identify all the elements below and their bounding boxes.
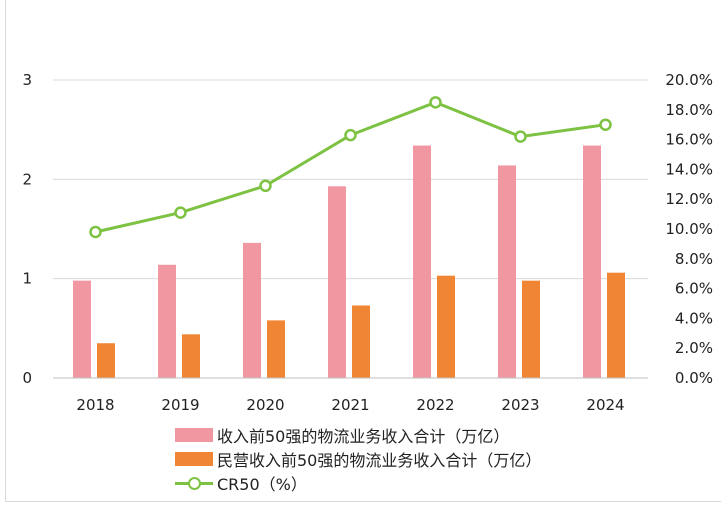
bar-private50 <box>437 275 455 378</box>
y-tick-label: 3 <box>22 71 32 89</box>
x-tick-label: 2019 <box>161 396 199 414</box>
x-tick-label: 2022 <box>416 396 454 414</box>
bar-private50 <box>182 334 200 378</box>
x-tick-label: 2023 <box>501 396 539 414</box>
left-y-axis: 0 1 2 3 <box>22 71 32 387</box>
bar-private50 <box>352 305 370 378</box>
cr50-point <box>429 96 442 109</box>
y2-tick-label: 0.0% <box>675 369 713 387</box>
chart-frame <box>5 0 721 502</box>
right-y-axis: 0.0% 2.0% 4.0% 6.0% 8.0% 10.0% 12.0% 14.0% 16.0%… <box>665 71 713 387</box>
bar-top50 <box>413 145 431 378</box>
x-tick-label: 2018 <box>76 396 114 414</box>
y2-tick-label: 10.0% <box>665 220 713 238</box>
bar-top50 <box>328 186 346 378</box>
cr50-point <box>259 179 272 193</box>
bar-top50 <box>158 264 176 378</box>
y-tick-label: 2 <box>22 170 32 188</box>
legend-swatch-top50 <box>175 428 213 442</box>
legend-label-cr50: CR50（%） <box>217 475 307 494</box>
legend-item-cr50: CR50（%） <box>175 471 541 495</box>
bar-top50 <box>73 280 91 378</box>
bar-private50 <box>522 280 540 378</box>
y2-tick-label: 20.0% <box>665 71 713 89</box>
legend-item-private50: 民营收入前50强的物流业务收入合计（万亿） <box>175 447 541 471</box>
y2-tick-label: 12.0% <box>665 190 713 208</box>
y2-tick-label: 6.0% <box>675 280 713 298</box>
bar-top50 <box>583 145 601 378</box>
gridlines <box>53 79 648 379</box>
legend-item-top50: 收入前50强的物流业务收入合计（万亿） <box>175 423 541 447</box>
cr50-line <box>89 96 612 239</box>
legend-swatch-private50 <box>175 452 213 466</box>
bar-top50 <box>498 165 516 378</box>
legend-swatch-cr50 <box>175 476 213 490</box>
cr50-point <box>89 225 102 239</box>
y2-tick-label: 14.0% <box>665 160 713 178</box>
y2-tick-label: 2.0% <box>675 339 713 357</box>
x-tick-label: 2020 <box>246 396 284 414</box>
bar-private50 <box>267 320 285 378</box>
legend: 收入前50强的物流业务收入合计（万亿） 民营收入前50强的物流业务收入合计（万亿… <box>175 423 541 495</box>
cr50-point <box>174 206 187 219</box>
bar-private50 <box>607 272 625 378</box>
cr50-polyline <box>95 100 606 234</box>
bars <box>73 145 625 378</box>
bar-top50 <box>243 242 261 378</box>
legend-label-private50: 民营收入前50强的物流业务收入合计（万亿） <box>217 451 542 470</box>
cr50-point <box>344 128 357 142</box>
y2-tick-label: 8.0% <box>675 250 713 268</box>
x-tick-label: 2021 <box>331 396 369 414</box>
x-axis: 2018 2019 2020 2021 2022 2023 2024 <box>53 377 648 414</box>
cr50-point <box>514 130 527 143</box>
y2-tick-label: 18.0% <box>665 101 713 119</box>
bar-private50 <box>97 343 115 378</box>
legend-label-top50: 收入前50强的物流业务收入合计（万亿） <box>217 427 510 446</box>
y-tick-label: 1 <box>22 270 32 288</box>
x-tick-label: 2024 <box>586 396 624 414</box>
y-tick-label: 0 <box>22 369 32 387</box>
y2-tick-label: 4.0% <box>675 309 713 327</box>
cr50-point <box>599 118 612 131</box>
y2-tick-label: 16.0% <box>665 131 713 149</box>
